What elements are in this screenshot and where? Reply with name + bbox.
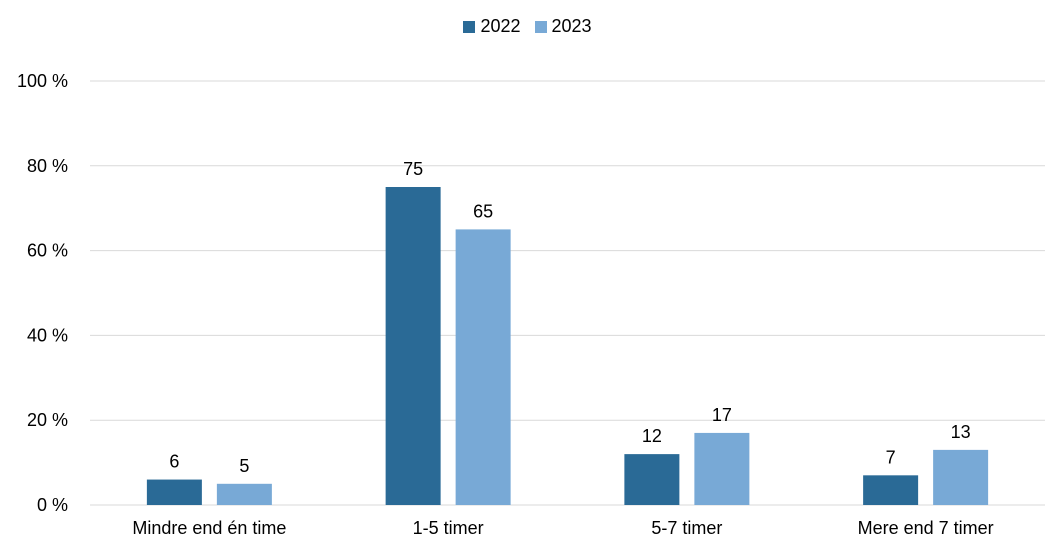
data-label-2023-0: 5 bbox=[239, 456, 249, 476]
data-label-2022-0: 6 bbox=[169, 452, 179, 472]
data-label-2022-1: 75 bbox=[403, 159, 423, 179]
legend-swatch-2023 bbox=[534, 20, 547, 33]
y-tick-label: 100 % bbox=[17, 71, 68, 91]
bars bbox=[146, 187, 989, 505]
data-label-2023-2: 17 bbox=[712, 405, 732, 425]
bar-2023-1 bbox=[455, 229, 511, 505]
x-axis: Mindre end én time 1-5 timer 5-7 timer Mere… bbox=[132, 518, 993, 538]
y-axis: 0 % 20 % 40 % 60 % 80 % 100 % bbox=[17, 71, 68, 515]
bar-2023-0 bbox=[216, 483, 272, 505]
x-category-label: 5-7 timer bbox=[651, 518, 722, 538]
chart-legend: 2022 2023 bbox=[0, 16, 1055, 37]
legend-label-2022: 2022 bbox=[480, 16, 521, 36]
bar-2022-1 bbox=[385, 187, 441, 505]
data-label-2023-3: 13 bbox=[951, 422, 971, 442]
data-label-2022-2: 12 bbox=[642, 426, 662, 446]
y-tick-label: 60 % bbox=[27, 241, 68, 261]
bar-2022-2 bbox=[624, 454, 680, 505]
legend-swatch-2022 bbox=[463, 20, 476, 33]
x-category-label: Mindre end én time bbox=[132, 518, 286, 538]
legend-item-2023: 2023 bbox=[534, 16, 592, 37]
data-label-2022-3: 7 bbox=[886, 447, 896, 467]
bar-2022-3 bbox=[863, 475, 919, 505]
y-tick-label: 0 % bbox=[37, 495, 68, 515]
x-category-label: Mere end 7 timer bbox=[858, 518, 994, 538]
y-tick-label: 20 % bbox=[27, 410, 68, 430]
y-tick-label: 40 % bbox=[27, 325, 68, 345]
gridlines bbox=[90, 80, 1045, 506]
legend-item-2022: 2022 bbox=[463, 16, 521, 37]
data-label-2023-1: 65 bbox=[473, 201, 493, 221]
bar-2022-0 bbox=[146, 479, 202, 505]
bar-2023-2 bbox=[694, 432, 750, 505]
x-category-label: 1-5 timer bbox=[413, 518, 484, 538]
legend-label-2023: 2023 bbox=[551, 16, 592, 36]
bar-2023-3 bbox=[933, 449, 989, 505]
y-tick-label: 80 % bbox=[27, 156, 68, 176]
